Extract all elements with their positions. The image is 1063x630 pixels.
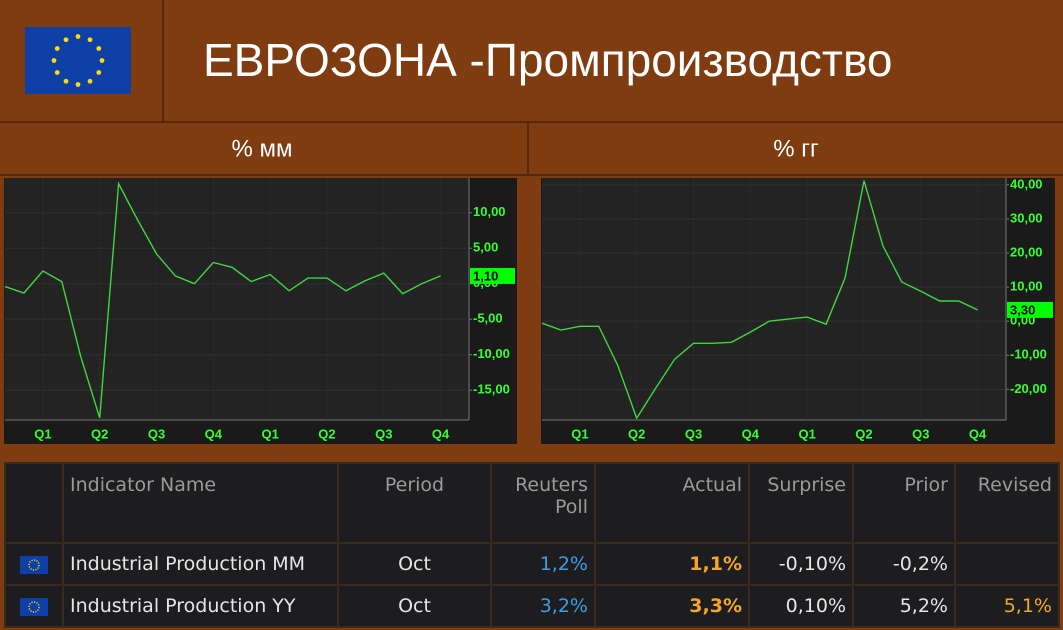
x-tick-label: Q1	[571, 426, 588, 441]
x-tick-label: Q2	[628, 426, 645, 441]
y-tick-label: 20,00	[1010, 244, 1043, 259]
page-title: ЕВРОЗОНА -Промпроизводство	[203, 34, 892, 86]
y-tick-label: 40,00	[1010, 176, 1043, 191]
table-cell: 5,2%	[852, 584, 956, 628]
data-line	[541, 180, 978, 420]
y-tick-label: 10,00	[1010, 279, 1043, 294]
flag-cell	[4, 584, 64, 628]
table-cell: -0,2%	[852, 542, 956, 586]
header-row: Indicator Name Period Reuters Poll Actual Su…	[4, 462, 1060, 544]
chart-title: % мм	[231, 135, 292, 162]
flag-stars	[51, 34, 105, 87]
x-tick-label: Q1	[261, 426, 278, 441]
star	[96, 70, 102, 75]
x-tick-label: Q4	[969, 426, 987, 441]
column-header: Surprise	[748, 462, 854, 544]
star	[99, 58, 105, 63]
star	[63, 37, 69, 43]
table-cell: Industrial Production YY	[62, 584, 339, 628]
column-header: Revised	[954, 462, 1060, 544]
x-tick-label: Q3	[148, 426, 165, 441]
plot-area	[542, 178, 1006, 420]
flag-header	[4, 462, 64, 544]
x-tick-label: Q2	[855, 426, 872, 441]
x-tick-label: Q2	[91, 426, 108, 441]
star	[63, 78, 69, 84]
x-tick-label: Q4	[742, 426, 760, 441]
star	[54, 70, 60, 75]
indicator-table: Indicator Name Period Reuters Poll Actual Su…	[4, 462, 1060, 628]
plot-area	[5, 178, 469, 420]
value-tag	[1007, 301, 1053, 318]
table-cell: Oct	[337, 542, 492, 586]
value-label: 1,10	[473, 268, 498, 283]
x-tick-label: Q3	[685, 426, 702, 441]
column-header: Prior	[852, 462, 956, 544]
star	[87, 37, 93, 43]
table-cell: -0,10%	[748, 542, 854, 586]
column-header: Reuters Poll	[490, 462, 596, 544]
table-cell: 1,2%	[490, 542, 596, 586]
table-cell	[954, 542, 1060, 586]
x-tick-label: Q3	[375, 426, 392, 441]
x-tick-label: Q2	[318, 426, 335, 441]
y-tick-label: -15,00	[473, 382, 510, 397]
x-tick-label: Q3	[912, 426, 929, 441]
y-tick-label: -10,00	[1010, 347, 1047, 362]
value-label: 3,30	[1010, 302, 1035, 317]
table-cell: 1,1%	[594, 542, 750, 586]
x-tick-label: Q4	[205, 426, 223, 441]
value-tag	[470, 267, 515, 284]
y-tick-label: 30,00	[1010, 210, 1043, 225]
star	[87, 78, 93, 84]
star	[54, 46, 60, 51]
table-row: Industrial Production YY Oct 3,2% 3,3% 0,10%…	[4, 584, 1060, 628]
eu-flag-icon	[20, 555, 48, 574]
eu-flag-icon	[20, 597, 48, 616]
star	[51, 58, 57, 63]
table-cell: 5,1%	[954, 584, 1060, 628]
table-cell: 3,3%	[594, 584, 750, 628]
y-tick-label: 10,00	[473, 204, 506, 219]
column-header: Indicator Name	[62, 462, 339, 544]
star	[75, 34, 81, 39]
chart-title: % гг	[773, 135, 819, 162]
data-line	[4, 181, 441, 419]
x-tick-label: Q1	[34, 426, 51, 441]
column-header: Actual	[594, 462, 750, 544]
flag-cell	[4, 542, 64, 586]
star	[75, 82, 81, 87]
x-tick-label: Q4	[432, 426, 450, 441]
y-tick-label: -5,00	[473, 311, 503, 326]
table-row: Industrial Production MM Oct 1,2% 1,1% -0,10…	[4, 542, 1060, 586]
x-tick-label: Q1	[798, 426, 815, 441]
y-tick-label: 5,00	[473, 240, 498, 255]
column-header: Period	[337, 462, 492, 544]
y-tick-label: -20,00	[1010, 381, 1047, 396]
slide: ЕВРОЗОНА -Промпроизводство % мм % гг -15…	[0, 0, 1063, 444]
table-cell: 0,10%	[748, 584, 854, 628]
y-tick-label: -10,00	[473, 346, 510, 361]
star	[96, 46, 102, 51]
table-cell: 3,2%	[490, 584, 596, 628]
table-cell: Oct	[337, 584, 492, 628]
table-cell: Industrial Production MM	[62, 542, 339, 586]
